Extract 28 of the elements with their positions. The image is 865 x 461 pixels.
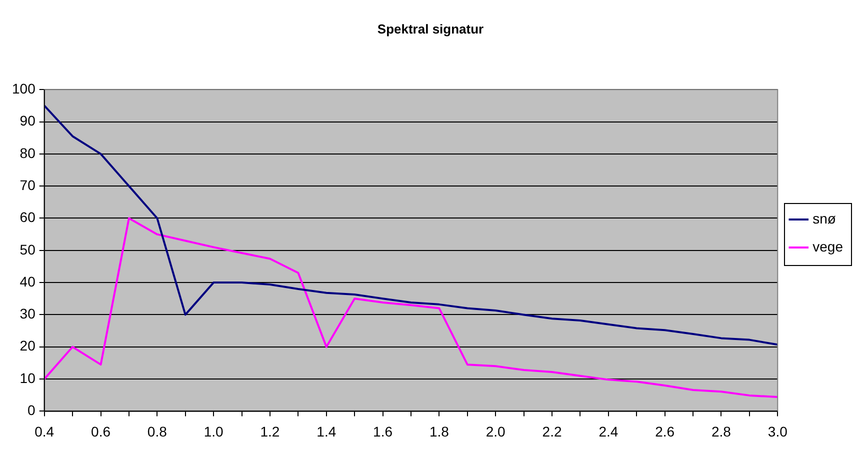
legend-label: snø — [812, 210, 836, 226]
y-tick-label: 10 — [20, 370, 36, 386]
x-tick-label: 0.4 — [34, 423, 54, 440]
legend-label: vege — [812, 238, 844, 254]
y-tick-label: 20 — [20, 338, 36, 354]
x-tick-label: 2.6 — [655, 423, 675, 440]
y-tick-label: 60 — [20, 209, 36, 226]
y-tick-label: 50 — [20, 241, 36, 258]
chart-title: Spektral signatur — [377, 21, 484, 36]
x-tick-label: 0.6 — [91, 423, 111, 440]
x-tick-label: 1.8 — [429, 423, 450, 440]
x-tick-label: 1.4 — [316, 423, 336, 440]
x-tick-label: 1.0 — [204, 423, 224, 440]
y-tick-label: 100 — [12, 80, 36, 96]
x-tick-label: 2.4 — [598, 423, 618, 440]
x-tick-label: 2.0 — [486, 423, 506, 440]
y-tick-label: 90 — [20, 112, 36, 129]
x-tick-label: 3.0 — [768, 423, 788, 440]
x-tick-label: 1.2 — [260, 423, 280, 440]
x-tick-label: 1.6 — [373, 423, 393, 440]
y-tick-label: 80 — [20, 144, 36, 161]
y-tick-label: 70 — [20, 176, 36, 193]
y-tick-label: 40 — [20, 273, 36, 290]
x-tick-label: 2.2 — [542, 423, 562, 440]
y-tick-label: 30 — [20, 306, 36, 322]
x-tick-label: 0.8 — [147, 423, 168, 440]
y-tick-label: 0 — [28, 402, 36, 418]
x-tick-label: 2.8 — [712, 423, 732, 440]
